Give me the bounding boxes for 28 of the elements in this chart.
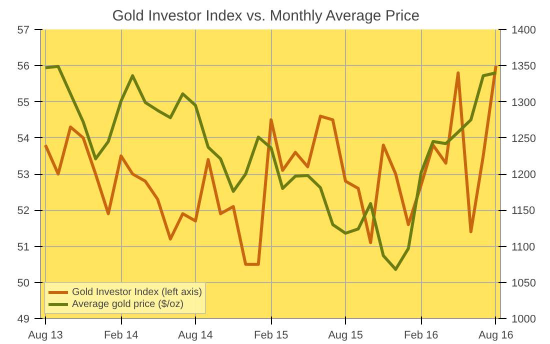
chart-title: Gold Investor Index vs. Monthly Average Price <box>112 8 420 24</box>
y2-tick-label: 1150 <box>512 205 536 218</box>
y-tick-label: 49 <box>17 314 30 326</box>
y-tick-label: 50 <box>17 277 30 290</box>
y2-tick-label: 1300 <box>512 96 536 109</box>
y-tick-label: 54 <box>17 132 30 145</box>
y2-tick-label: 1100 <box>512 241 536 254</box>
y2-tick-label: 1400 <box>512 24 536 36</box>
x-tick-label: Aug 16 <box>478 330 514 342</box>
y-tick-label: 57 <box>17 24 30 36</box>
x-tick-label: Aug 15 <box>328 330 363 342</box>
y-tick-label: 53 <box>17 169 30 181</box>
y-tick-label: 52 <box>17 205 30 218</box>
y2-tick-label: 1000 <box>512 314 536 326</box>
legend-label: Average gold price ($/oz) <box>72 298 184 310</box>
x-tick-label: Feb 16 <box>404 330 438 342</box>
y2-tick-label: 1050 <box>512 277 536 290</box>
x-tick-label: Feb 15 <box>254 330 288 342</box>
y-tick-label: 56 <box>17 60 30 73</box>
y-tick-label: 55 <box>17 96 30 109</box>
x-tick-label: Feb 14 <box>104 330 138 342</box>
y2-tick-label: 1250 <box>512 132 536 145</box>
y-tick-label: 51 <box>17 241 30 254</box>
x-tick-label: Aug 13 <box>28 330 63 342</box>
y2-tick-label: 1350 <box>512 60 536 73</box>
legend-label: Gold Investor Index (left axis) <box>72 286 202 298</box>
x-tick-label: Aug 14 <box>178 330 213 342</box>
y2-tick-label: 1200 <box>512 169 536 181</box>
